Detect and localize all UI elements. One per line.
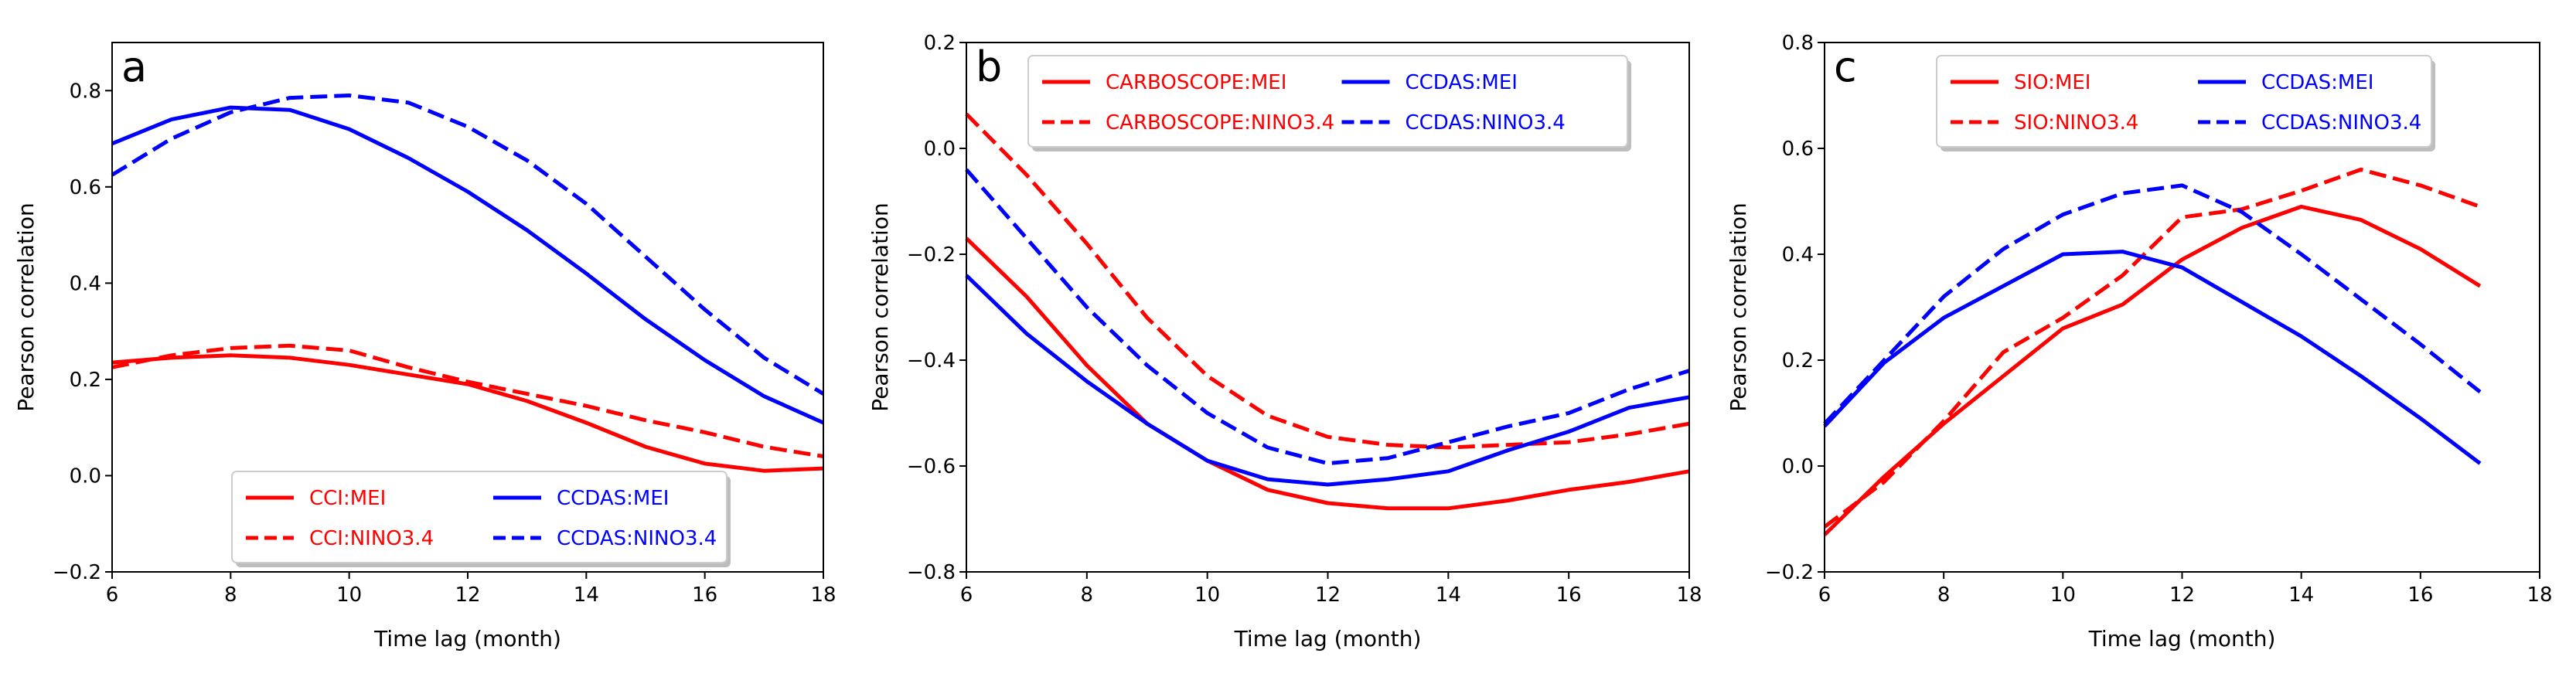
x-tick-label: 16 <box>1556 583 1582 607</box>
legend-box <box>1936 55 2432 148</box>
y-tick-label: 0.4 <box>70 272 101 295</box>
y-tick-label: 0.2 <box>924 32 956 55</box>
x-tick-label: 10 <box>2050 583 2076 607</box>
series-line-ccdas-mei <box>965 274 1690 487</box>
chart-panel-a: 6 8 10 12 14 16 18 −0.2 0.0 0.2 0.4 0.6 0.8 Time lag … <box>13 42 837 651</box>
legend-box <box>231 471 727 563</box>
legend-entry: CCDAS:NINO3.4 <box>1406 111 1566 134</box>
series-line-cci-nino3-4 <box>111 343 824 458</box>
series-line-ccdas-nino3-4 <box>1823 183 2482 425</box>
legend-entry: SIO:MEI <box>2014 71 2090 94</box>
x-axis-label: Time lag (month) <box>1234 626 1422 651</box>
y-tick-label: 0.4 <box>1782 243 1814 267</box>
series-line-carboscope-mei <box>965 236 1690 511</box>
panel-label: a <box>121 43 147 91</box>
panel-label: c <box>1834 43 1857 91</box>
x-tick-label: 14 <box>574 583 599 607</box>
y-tick-label: −0.2 <box>1765 561 1814 584</box>
y-axis-label: Pearson correlation <box>867 202 893 411</box>
x-tick-label: 8 <box>1937 583 1951 607</box>
x-axis-label: Time lag (month) <box>2088 626 2276 651</box>
x-tick-label: 6 <box>960 583 973 607</box>
chart-panel-b: 6 8 10 12 14 16 18 −0.8 −0.6 −0.4 −0.2 0.0 0.2 Time l… <box>867 32 1702 651</box>
legend-entry: CCDAS:NINO3.4 <box>557 527 717 550</box>
x-tick-label: 6 <box>106 583 119 607</box>
legend: CARBOSCOPE:MEI CARBOSCOPE:NINO3.4 CCDAS:ME… <box>1027 55 1631 151</box>
x-tick-label: 8 <box>1081 583 1094 607</box>
x-tick-label: 10 <box>1194 583 1220 607</box>
legend: CCI:MEI CCI:NINO3.4 CCDAS:MEI CCDAS:NINO3.4 <box>231 471 731 567</box>
series-line-ccdas-mei <box>111 105 825 425</box>
series-line-ccdas-mei <box>1823 250 2482 465</box>
y-tick-label: −0.6 <box>907 455 956 478</box>
x-tick-label: 14 <box>1436 583 1461 607</box>
series-line-cci-mei <box>111 353 824 473</box>
legend-entry: CCDAS:MEI <box>2261 71 2373 94</box>
panel-label: b <box>976 43 1002 91</box>
x-tick-label: 18 <box>810 583 836 607</box>
y-tick-label: −0.8 <box>907 561 956 584</box>
legend: SIO:MEI SIO:NINO3.4 CCDAS:MEI CCDAS:NINO3.4 <box>1936 55 2435 151</box>
y-tick-label: 0.0 <box>70 464 101 488</box>
y-tick-label: 0.8 <box>70 80 101 103</box>
x-tick-label: 12 <box>2169 583 2195 607</box>
x-tick-label: 10 <box>336 583 362 607</box>
x-tick-label: 16 <box>692 583 717 607</box>
y-axis-label: Pearson correlation <box>1726 202 1751 411</box>
legend-box <box>1027 55 1628 148</box>
legend-entry: CARBOSCOPE:MEI <box>1106 71 1286 94</box>
y-tick-label: −0.2 <box>53 561 101 584</box>
x-tick-label: 12 <box>455 583 480 607</box>
chart-panel-c: 6 8 10 12 14 16 18 −0.2 0.0 0.2 0.4 0.6 0.8 Time lag … <box>1726 32 2553 651</box>
x-tick-label: 14 <box>2288 583 2314 607</box>
x-tick-label: 12 <box>1315 583 1341 607</box>
y-axis-label: Pearson correlation <box>13 202 39 411</box>
y-tick-label: −0.2 <box>907 243 956 267</box>
legend-entry: CCI:NINO3.4 <box>309 527 434 550</box>
y-tick-label: 0.0 <box>1782 455 1814 478</box>
y-tick-label: 0.6 <box>1782 138 1814 161</box>
x-tick-label: 6 <box>1818 583 1831 607</box>
y-tick-label: 0.2 <box>70 369 101 392</box>
x-axis-label: Time lag (month) <box>373 626 561 651</box>
series-line-ccdas-nino3-4 <box>965 168 1690 466</box>
y-tick-label: 0.2 <box>1782 349 1814 373</box>
series-line-ccdas-nino3-4 <box>111 94 825 396</box>
legend-entry: SIO:NINO3.4 <box>2014 111 2138 134</box>
legend-entry: CCDAS:MEI <box>1406 71 1518 94</box>
legend-entry: CCI:MEI <box>309 487 386 510</box>
series-line-carboscope-nino3-4 <box>965 112 1690 450</box>
series-line-sio-nino3-4 <box>1823 167 2481 529</box>
legend-entry: CARBOSCOPE:NINO3.4 <box>1106 111 1334 134</box>
x-tick-label: 16 <box>2407 583 2433 607</box>
legend-entry: CCDAS:NINO3.4 <box>2261 111 2421 134</box>
x-tick-label: 18 <box>1676 583 1702 607</box>
y-tick-label: −0.4 <box>907 349 956 373</box>
x-tick-label: 18 <box>2527 583 2552 607</box>
y-tick-label: 0.0 <box>924 138 956 161</box>
legend-entry: CCDAS:MEI <box>557 487 669 510</box>
y-tick-label: 0.8 <box>1782 32 1814 55</box>
x-tick-label: 8 <box>224 583 237 607</box>
y-tick-label: 0.6 <box>70 176 101 199</box>
